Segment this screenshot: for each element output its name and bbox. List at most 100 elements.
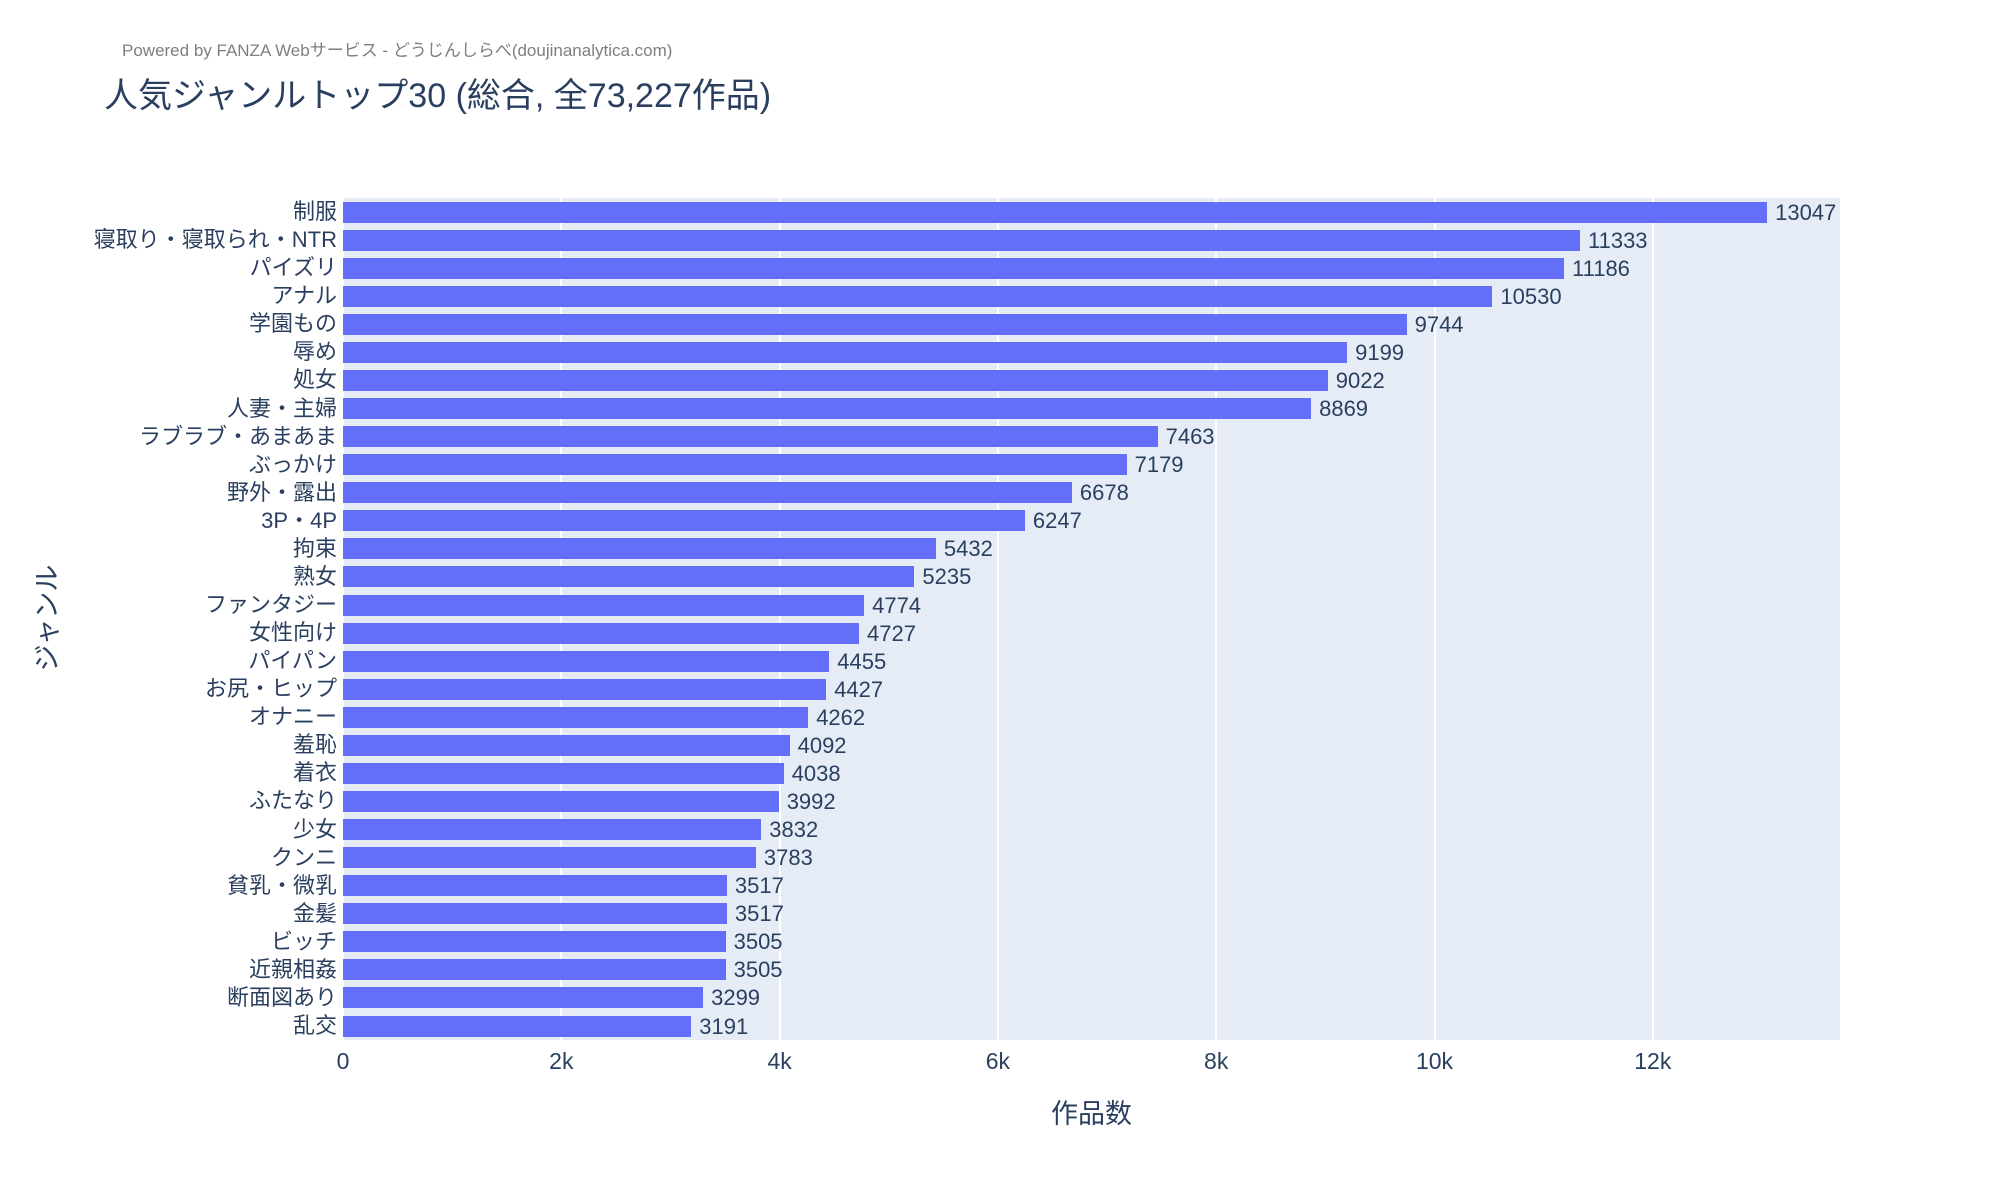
- value-label-1: 13047: [1775, 199, 1837, 225]
- bar-24[interactable]: [343, 847, 756, 869]
- y-tick-label-27: ビッチ: [270, 928, 337, 954]
- x-tick-label-8k: 8k: [1204, 1048, 1229, 1074]
- value-label-9: 7463: [1165, 424, 1215, 450]
- x-tick-label-2k: 2k: [549, 1048, 574, 1074]
- value-label-7: 9022: [1335, 367, 1385, 393]
- value-label-26: 3517: [734, 901, 784, 927]
- value-label-20: 4092: [797, 732, 847, 758]
- value-label-21: 4038: [791, 760, 841, 786]
- bar-23[interactable]: [343, 819, 762, 840]
- value-label-25: 3517: [734, 873, 784, 899]
- value-label-3: 11186: [1572, 255, 1630, 281]
- y-tick-label-17: パイパン: [248, 648, 337, 674]
- bar-21[interactable]: [343, 762, 784, 784]
- y-tick-label-3: パイズリ: [249, 255, 337, 281]
- value-label-14: 5235: [922, 564, 972, 590]
- bar-1[interactable]: [343, 201, 1768, 223]
- value-label-6: 9199: [1355, 339, 1405, 365]
- bar-12[interactable]: [343, 510, 1025, 532]
- bar-5[interactable]: [343, 313, 1407, 335]
- value-label-12: 6247: [1032, 508, 1082, 534]
- value-label-19: 4262: [816, 704, 866, 730]
- bar-2[interactable]: [343, 229, 1580, 251]
- gridline-0: [342, 198, 344, 1040]
- bar-28[interactable]: [343, 959, 726, 981]
- value-label-2: 11333: [1588, 227, 1648, 253]
- gridline-8k: [1215, 198, 1218, 1040]
- bar-14[interactable]: [343, 566, 915, 588]
- value-label-23: 3832: [769, 817, 819, 842]
- powered-by-annotation: Powered by FANZA Webサービス - どうじんしらべ(douji…: [122, 41, 673, 60]
- value-label-11: 6678: [1079, 480, 1129, 506]
- y-tick-label-5: 学園もの: [248, 311, 337, 337]
- y-tick-label-29: 断面図あり: [226, 984, 337, 1010]
- y-axis-tick-labels: 制服寝取り・寝取られ・NTR パイズリ アナル 学園もの 辱め 処女 人妻・主婦 ラブラブ・あ…: [0, 198, 337, 1040]
- value-label-10: 7179: [1134, 452, 1184, 478]
- value-label-24: 3783: [763, 845, 813, 871]
- x-tick-label-12k: 12k: [1634, 1048, 1672, 1074]
- value-label-5: 9744: [1414, 311, 1464, 337]
- y-tick-label-7: 処女: [292, 367, 337, 393]
- y-tick-label-12: 3P・4P: [261, 507, 337, 533]
- y-tick-label-9: ラブラブ・あまあま: [138, 423, 337, 449]
- bar-7[interactable]: [343, 369, 1328, 391]
- x-tick-label-10k: 10k: [1415, 1048, 1454, 1074]
- x-tick-label-0: 0: [336, 1048, 350, 1074]
- y-tick-label-21: 着衣: [292, 760, 337, 786]
- bar-11[interactable]: [343, 482, 1072, 504]
- x-axis-title: 作品数: [1051, 1099, 1132, 1129]
- value-label-15: 4774: [872, 592, 922, 618]
- bar-6[interactable]: [343, 341, 1348, 363]
- x-axis-tick-labels: 0 2k 4k 6k 8k 10k 12k: [337, 1048, 1840, 1074]
- gridline-2k: [560, 198, 563, 1040]
- y-tick-label-10: ぶっかけ: [248, 451, 337, 477]
- y-tick-label-2: 寝取り・寝取られ・NTR: [93, 227, 337, 253]
- bar-19[interactable]: [343, 706, 809, 728]
- y-tick-label-4: アナル: [271, 283, 337, 309]
- bar-13[interactable]: [343, 538, 936, 560]
- bar-8[interactable]: [343, 398, 1312, 419]
- bar-15[interactable]: [343, 594, 865, 616]
- gridline-4k: [778, 198, 781, 1040]
- bar-9[interactable]: [343, 426, 1158, 448]
- bar-18[interactable]: [343, 678, 827, 700]
- value-label-18: 4427: [834, 676, 884, 702]
- value-label-4: 10530: [1500, 283, 1562, 309]
- bar-10[interactable]: [343, 454, 1127, 476]
- bar-25[interactable]: [343, 875, 727, 897]
- bar-27[interactable]: [343, 931, 726, 953]
- bar-17[interactable]: [343, 650, 830, 672]
- y-tick-label-20: 羞恥: [292, 732, 337, 758]
- bar-16[interactable]: [343, 622, 859, 644]
- y-tick-label-14: 熟女: [292, 563, 337, 589]
- bar-26[interactable]: [343, 903, 727, 925]
- y-tick-label-26: 金髪: [292, 900, 337, 926]
- gridline-10k: [1433, 198, 1436, 1040]
- y-tick-label-13: 拘束: [292, 535, 337, 561]
- y-tick-label-22: ふたなり: [248, 788, 337, 814]
- x-tick-label-6k: 6k: [985, 1048, 1011, 1074]
- y-tick-label-25: 貧乳・微乳: [226, 872, 337, 898]
- y-tick-label-15: ファンタジー: [204, 592, 337, 617]
- y-tick-label-24: クンニ: [270, 844, 337, 870]
- bar-4[interactable]: [343, 285, 1493, 307]
- y-tick-label-8: 人妻・主婦: [226, 395, 337, 421]
- chart-title: 人気ジャンルトップ30 (総合, 全73,227作品): [104, 77, 772, 115]
- value-label-8: 8869: [1319, 396, 1369, 421]
- y-tick-label-6: 辱め: [292, 339, 337, 365]
- bar-22[interactable]: [343, 790, 779, 812]
- y-tick-label-23: 少女: [292, 816, 337, 842]
- value-label-29: 3299: [711, 985, 761, 1011]
- y-tick-label-28: 近親相姦: [248, 956, 337, 982]
- bar-29[interactable]: [343, 987, 704, 1009]
- y-tick-label-11: 野外・露出: [226, 479, 337, 505]
- y-tick-label-1: 制服: [292, 199, 337, 224]
- plot-area: 13047 11333 11186 10530 9744 9199 9022 8869 7463…: [342, 198, 1840, 1040]
- value-label-17: 4455: [837, 648, 887, 674]
- bar-20[interactable]: [343, 734, 790, 756]
- bar-3[interactable]: [343, 257, 1564, 279]
- gridline-12k: [1651, 198, 1654, 1040]
- bar-30[interactable]: [343, 1015, 692, 1037]
- y-tick-label-19: オナニー: [248, 704, 337, 730]
- y-tick-label-18: お尻・ヒップ: [204, 676, 337, 702]
